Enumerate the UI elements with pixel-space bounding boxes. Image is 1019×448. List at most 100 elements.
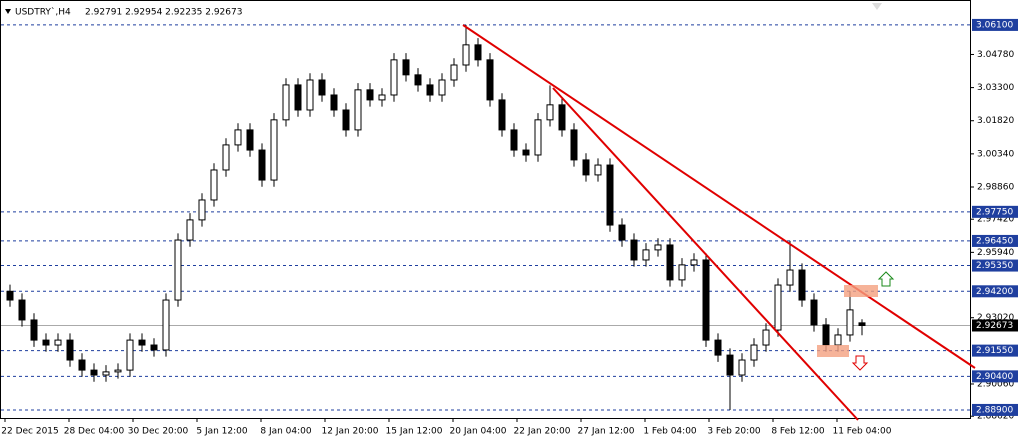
candle-body [102, 371, 110, 376]
x-tick-label: 3 Feb 20:00 [707, 427, 761, 437]
level-label-box [972, 344, 1018, 357]
x-tick-label: 5 Jan 12:00 [196, 427, 248, 437]
level-label-box [972, 205, 1018, 218]
level-label-box [972, 18, 1018, 31]
candle-body [798, 269, 806, 301]
candle-body [666, 244, 674, 281]
candle-body [570, 129, 578, 161]
candle-body [174, 239, 182, 301]
level-label-box [972, 403, 1018, 416]
candle-body [546, 104, 554, 121]
candle-body [690, 259, 698, 266]
candle-body [450, 64, 458, 81]
candle-body [714, 339, 722, 356]
y-tick-label: 2.90060 [977, 379, 1014, 389]
candle-body [318, 79, 326, 96]
x-tick-label: 28 Dec 04:00 [64, 427, 125, 437]
chart-subtitle: 2.92791 2.92954 2.92235 2.92673 [85, 8, 242, 18]
candle-body [462, 44, 470, 66]
candle-body [66, 339, 74, 361]
candle-body [594, 164, 602, 176]
candle-body [618, 224, 626, 241]
up-arrow [877, 271, 895, 287]
candle-body [642, 249, 650, 261]
candle-body [834, 334, 842, 346]
x-tick-label: 22 Dec 2015 [1, 427, 59, 437]
candle-body [378, 94, 386, 101]
candle-body [498, 99, 506, 131]
candle-body [366, 89, 374, 101]
x-tick-label: 30 Dec 20:00 [128, 427, 189, 437]
x-tick-label: 8 Feb 12:00 [771, 427, 825, 437]
x-tick-label: 27 Jan 12:00 [578, 427, 635, 437]
candle-body [774, 284, 782, 331]
candle-body [822, 324, 830, 346]
x-tick-label: 22 Jan 20:00 [514, 427, 571, 437]
x-tick-label: 20 Jan 04:00 [450, 427, 507, 437]
candle-body [678, 264, 686, 281]
x-tick-label: 8 Jan 04:00 [260, 427, 312, 437]
candle-body [126, 339, 134, 371]
level-label-box [972, 370, 1018, 383]
trend-line [462, 24, 976, 369]
level-label-box [972, 234, 1018, 247]
candle-body [246, 129, 254, 151]
support-zone [817, 345, 849, 357]
candle-body [234, 129, 242, 146]
candle-body [354, 89, 362, 131]
plot-frame [0, 0, 971, 419]
x-tick-label: 1 Feb 04:00 [643, 427, 697, 437]
candle-body [414, 74, 422, 86]
candle-body [150, 344, 158, 351]
candle-body [606, 164, 614, 226]
candle-body [630, 239, 638, 261]
level-label: 2.88900 [976, 405, 1013, 415]
candle-body [54, 339, 62, 346]
candle-body [198, 199, 206, 221]
down-arrow [851, 355, 869, 371]
candle-body [750, 344, 758, 361]
trend-line [552, 87, 859, 421]
current-price-box [972, 319, 1018, 332]
candle-body [726, 354, 734, 376]
y-tick-label: 2.93020 [977, 313, 1014, 323]
candle-body [510, 129, 518, 151]
resistance-zone [844, 285, 878, 297]
y-tick-label: 3.03300 [977, 83, 1014, 93]
candle-body [78, 359, 86, 371]
y-tick-label: 2.88620 [977, 412, 1014, 422]
candle-body [762, 329, 770, 346]
level-label: 2.97750 [976, 207, 1013, 217]
candle-body [186, 219, 194, 241]
level-label: 2.96450 [976, 236, 1013, 246]
candle-body [438, 79, 446, 96]
candle-body [738, 359, 746, 376]
candle-body [282, 84, 290, 121]
candle-body [474, 44, 482, 61]
x-tick-label: 11 Feb 04:00 [832, 427, 891, 437]
level-label: 2.91550 [976, 346, 1013, 356]
menu-triangle[interactable] [5, 9, 11, 14]
candle-body [426, 84, 434, 96]
y-tick-label: 3.04780 [977, 50, 1014, 60]
x-tick-label: 12 Jan 20:00 [322, 427, 379, 437]
candle-body [486, 59, 494, 101]
candle-body [162, 299, 170, 351]
candle-body [222, 144, 230, 171]
candle-body [330, 94, 338, 111]
level-label: 2.90400 [976, 372, 1013, 382]
level-label-box [972, 285, 1018, 298]
x-tick-label: 15 Jan 12:00 [386, 427, 443, 437]
y-tick-label: 2.97420 [977, 215, 1014, 225]
candle-body [90, 369, 98, 376]
candle-body [786, 269, 794, 286]
candle-body [402, 59, 410, 76]
level-label: 2.94200 [976, 287, 1013, 297]
candle-body [702, 259, 710, 341]
candle-body [114, 369, 122, 373]
candle-body [534, 119, 542, 156]
candle-body [846, 309, 854, 336]
y-tick-label: 2.98860 [977, 182, 1014, 192]
candle-body [270, 119, 278, 181]
